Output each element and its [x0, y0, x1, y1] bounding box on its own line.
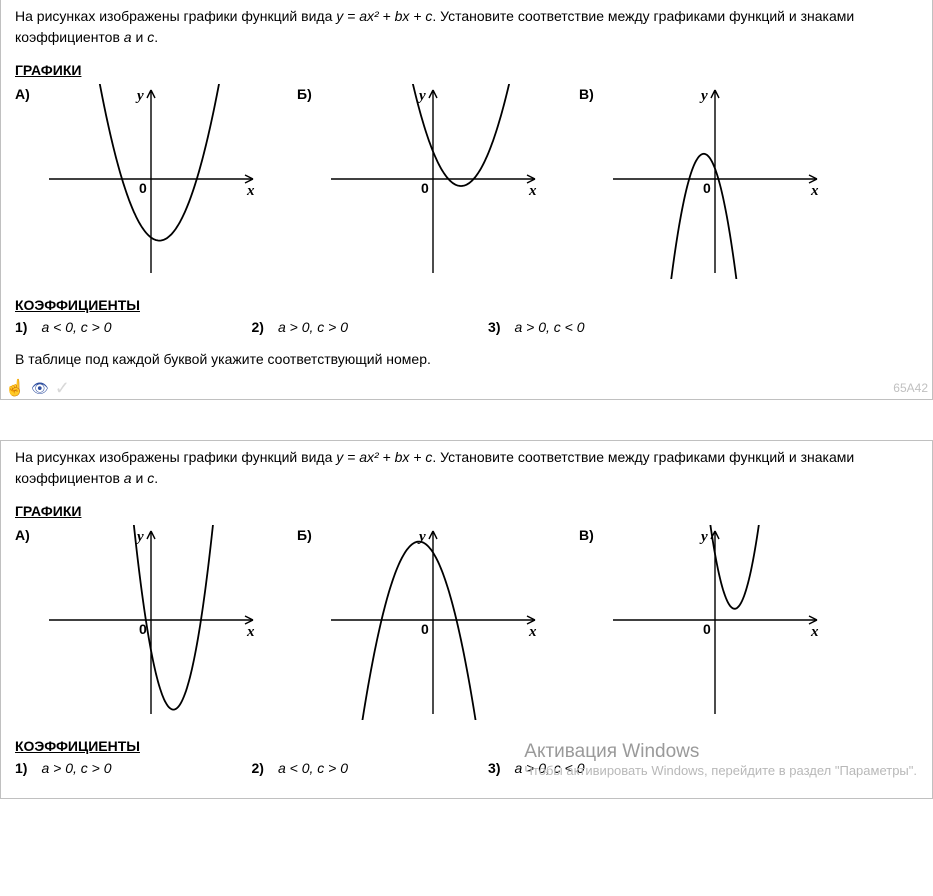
coeff-text: a > 0, c < 0: [514, 760, 584, 776]
graph-letter-a: А): [15, 86, 35, 102]
svg-text:x: x: [528, 624, 537, 640]
task-end: .: [154, 29, 158, 45]
graph-letter-b: Б): [297, 86, 317, 102]
coeff-text: a < 0, c > 0: [41, 319, 111, 335]
coeff-row: 1) a < 0, c > 0 2) a > 0, c > 0 3) a > 0…: [15, 319, 922, 335]
coeff-num: 3): [488, 319, 500, 335]
parabola-graph: y x 0: [605, 525, 825, 720]
coeff-item-2: 2) a < 0, c > 0: [252, 760, 349, 776]
eye-icon[interactable]: 👁: [31, 380, 49, 397]
graph-letter-c: В): [579, 527, 599, 543]
graph-cell-c: В) y x 0: [579, 525, 825, 720]
graph-cell-b: Б) yx0: [297, 525, 543, 720]
parabola-graph: y x 0: [323, 84, 543, 279]
coeff-item-3: 3) a > 0, c < 0: [488, 760, 585, 776]
conj: и: [132, 29, 148, 45]
formula: y = ax² + bx + c: [336, 449, 432, 465]
coeff-text: a < 0, c > 0: [278, 760, 348, 776]
svg-text:y: y: [699, 88, 708, 104]
svg-text:0: 0: [703, 621, 711, 637]
task-end: .: [154, 470, 158, 486]
problem-content: На рисунках изображены графики функций в…: [1, 0, 932, 377]
svg-text:x: x: [810, 624, 819, 640]
coef-a: a: [124, 470, 132, 486]
svg-text:x: x: [528, 183, 537, 199]
svg-text:y: y: [699, 529, 708, 545]
svg-text:0: 0: [703, 180, 711, 196]
parabola-graph: y x 0: [41, 84, 261, 279]
hand-icon[interactable]: ☝: [5, 378, 25, 398]
task-pre: На рисунках изображены графики функций в…: [15, 8, 336, 24]
graph-cell-a: А) y x 0: [15, 84, 261, 279]
graph-cell-c: В) y x 0: [579, 84, 825, 279]
graphs-row: А) yx0 Б) y x 0 В) y x 0: [15, 525, 922, 720]
svg-text:x: x: [810, 183, 819, 199]
coeff-header: КОЭФФИЦИЕНТЫ: [15, 738, 922, 754]
toolbar: ☝ 👁 ✓ 65A42: [1, 377, 932, 399]
graph-letter-b: Б): [297, 527, 317, 543]
problem-content: На рисунках изображены графики функций в…: [1, 441, 932, 798]
svg-text:0: 0: [421, 621, 429, 637]
problem-block-2: На рисунках изображены графики функций в…: [0, 440, 933, 799]
svg-text:x: x: [246, 183, 255, 199]
coeff-item-1: 1) a < 0, c > 0: [15, 319, 112, 335]
graph-cell-b: Б) y x 0: [297, 84, 543, 279]
svg-text:0: 0: [421, 180, 429, 196]
coeff-num: 2): [252, 760, 264, 776]
instruction: В таблице под каждой буквой укажите соот…: [15, 351, 922, 367]
svg-text:y: y: [417, 88, 426, 104]
coeff-item-2: 2) a > 0, c > 0: [252, 319, 349, 335]
coeff-item-1: 1) a > 0, c > 0: [15, 760, 112, 776]
parabola-graph: yx0: [323, 525, 543, 720]
conj: и: [132, 470, 148, 486]
coeff-text: a > 0, c > 0: [278, 319, 348, 335]
coeff-text: a > 0, c < 0: [514, 319, 584, 335]
coef-a: a: [124, 29, 132, 45]
coeff-row: 1) a > 0, c > 0 2) a < 0, c > 0 3) a > 0…: [15, 760, 922, 776]
formula: y = ax² + bx + c: [336, 8, 432, 24]
graph-letter-a: А): [15, 527, 35, 543]
coeff-text: a > 0, c > 0: [41, 760, 111, 776]
svg-text:0: 0: [139, 180, 147, 196]
problem-code: 65A42: [893, 381, 928, 395]
task-text: На рисунках изображены графики функций в…: [15, 447, 922, 489]
graphs-header: ГРАФИКИ: [15, 62, 922, 78]
coeff-num: 3): [488, 760, 500, 776]
task-pre: На рисунках изображены графики функций в…: [15, 449, 336, 465]
task-text: На рисунках изображены графики функций в…: [15, 6, 922, 48]
svg-text:y: y: [135, 88, 144, 104]
coeff-num: 1): [15, 319, 27, 335]
coeff-item-3: 3) a > 0, c < 0: [488, 319, 585, 335]
coeff-header: КОЭФФИЦИЕНТЫ: [15, 297, 922, 313]
problem-block-1: На рисунках изображены графики функций в…: [0, 0, 933, 400]
coeff-num: 2): [252, 319, 264, 335]
graph-letter-c: В): [579, 86, 599, 102]
graphs-header: ГРАФИКИ: [15, 503, 922, 519]
coeff-num: 1): [15, 760, 27, 776]
parabola-graph: y x 0: [605, 84, 825, 279]
svg-text:x: x: [246, 624, 255, 640]
check-icon[interactable]: ✓: [55, 378, 70, 399]
graphs-row: А) y x 0 Б) y x 0 В) y x 0: [15, 84, 922, 279]
graph-cell-a: А) yx0: [15, 525, 261, 720]
parabola-graph: yx0: [41, 525, 261, 720]
